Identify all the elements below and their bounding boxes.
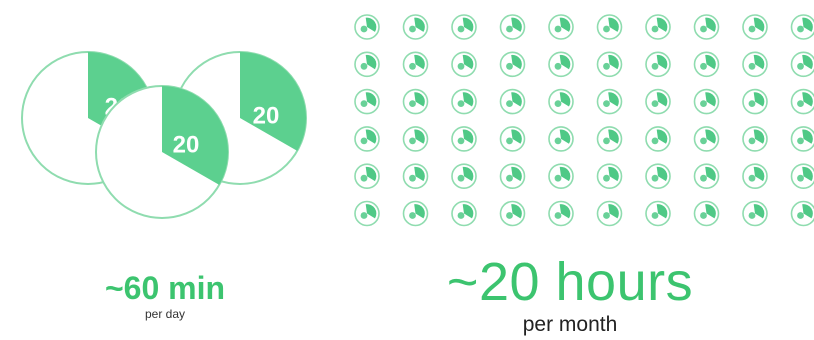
- clock-pie-icon: [499, 88, 526, 115]
- clock-pie-icon: [693, 126, 720, 152]
- clock-pie-icon: [742, 126, 768, 152]
- clock-pie-icon: [548, 200, 574, 227]
- clock-pie-icon: [645, 14, 671, 40]
- daily-total-unit: per day: [144, 307, 186, 321]
- clock-pie-icon: [402, 51, 429, 78]
- session-minutes-label: 20: [253, 102, 280, 129]
- clock-pie-icon: [548, 51, 574, 78]
- clock-pie-icon: [596, 88, 623, 115]
- clock-pie-icon: [645, 200, 671, 227]
- clock-pie-icon: [499, 126, 526, 152]
- clock-pie-icon: [354, 200, 380, 227]
- clock-pie-icon: [742, 14, 768, 40]
- clock-pie-icon: [790, 51, 814, 78]
- clock-pie-icon: [693, 163, 720, 189]
- big-clock: 20: [95, 85, 229, 219]
- clock-pie-icon: [402, 200, 429, 227]
- clock-pie-icon: [548, 163, 574, 189]
- clock-pie-icon: [354, 88, 380, 115]
- clock-pie-icon: [742, 88, 768, 115]
- clock-pie-icon: [645, 126, 671, 152]
- clock-pie-icon: [596, 51, 623, 78]
- session-minutes-label: 20: [173, 131, 200, 158]
- clock-pie-icon: [645, 163, 671, 189]
- clock-pie-icon: [402, 126, 429, 152]
- clock-pie-icon: [693, 200, 720, 227]
- clock-pie-icon: [402, 88, 429, 115]
- daily-total-value: ~60 min: [104, 270, 226, 306]
- clock-pie-icon: [548, 14, 574, 40]
- clock-pie-icon: [548, 126, 574, 152]
- clock-pie-icon: [499, 51, 526, 78]
- clock-pie-icon: [790, 88, 814, 115]
- clock-pie-icon: [451, 126, 477, 152]
- clock-pie-icon: [790, 200, 814, 227]
- clock-pie-icon: [240, 52, 306, 151]
- clock-pie-icon: [548, 88, 574, 115]
- clock-pie-icon: [402, 14, 429, 40]
- clock-pie-icon: [451, 163, 477, 189]
- clock-pie-icon: [451, 88, 477, 115]
- clock-pie-icon: [645, 51, 671, 78]
- clock-pie-icon: [742, 163, 768, 189]
- clock-pie-icon: [790, 126, 814, 152]
- clock-pie-icon: [499, 14, 526, 40]
- clock-pie-icon: [451, 200, 477, 227]
- clock-pie-icon: [499, 200, 526, 227]
- clock-pie-icon: [596, 14, 623, 40]
- clock-pie-icon: [596, 163, 623, 189]
- monthly-total-value: ~20 hours: [446, 252, 694, 312]
- clock-pie-icon: [499, 163, 526, 189]
- clock-pie-icon: [645, 88, 671, 115]
- clock-pie-icon: [451, 51, 477, 78]
- daily-sessions-group: 202020: [21, 51, 307, 219]
- clock-pie-icon: [596, 126, 623, 152]
- clock-pie-icon: [451, 14, 477, 40]
- clock-pie-icon: [354, 126, 380, 152]
- monthly-total-unit: per month: [522, 313, 618, 336]
- clock-pie-icon: [790, 163, 814, 189]
- monthly-icon-grid: [354, 14, 814, 227]
- clock-pie-icon: [742, 200, 768, 227]
- clock-pie-icon: [402, 163, 429, 189]
- clock-pie-icon: [693, 51, 720, 78]
- clock-pie-icon: [596, 200, 623, 227]
- clock-pie-icon: [354, 51, 380, 78]
- clock-pie-icon: [742, 51, 768, 78]
- clock-pie-icon: [162, 86, 228, 185]
- clock-pie-icon: [354, 163, 380, 189]
- clock-pie-icon: [693, 14, 720, 40]
- clock-pie-icon: [790, 14, 814, 40]
- clock-pie-icon: [354, 14, 380, 40]
- clock-pie-icon: [693, 88, 720, 115]
